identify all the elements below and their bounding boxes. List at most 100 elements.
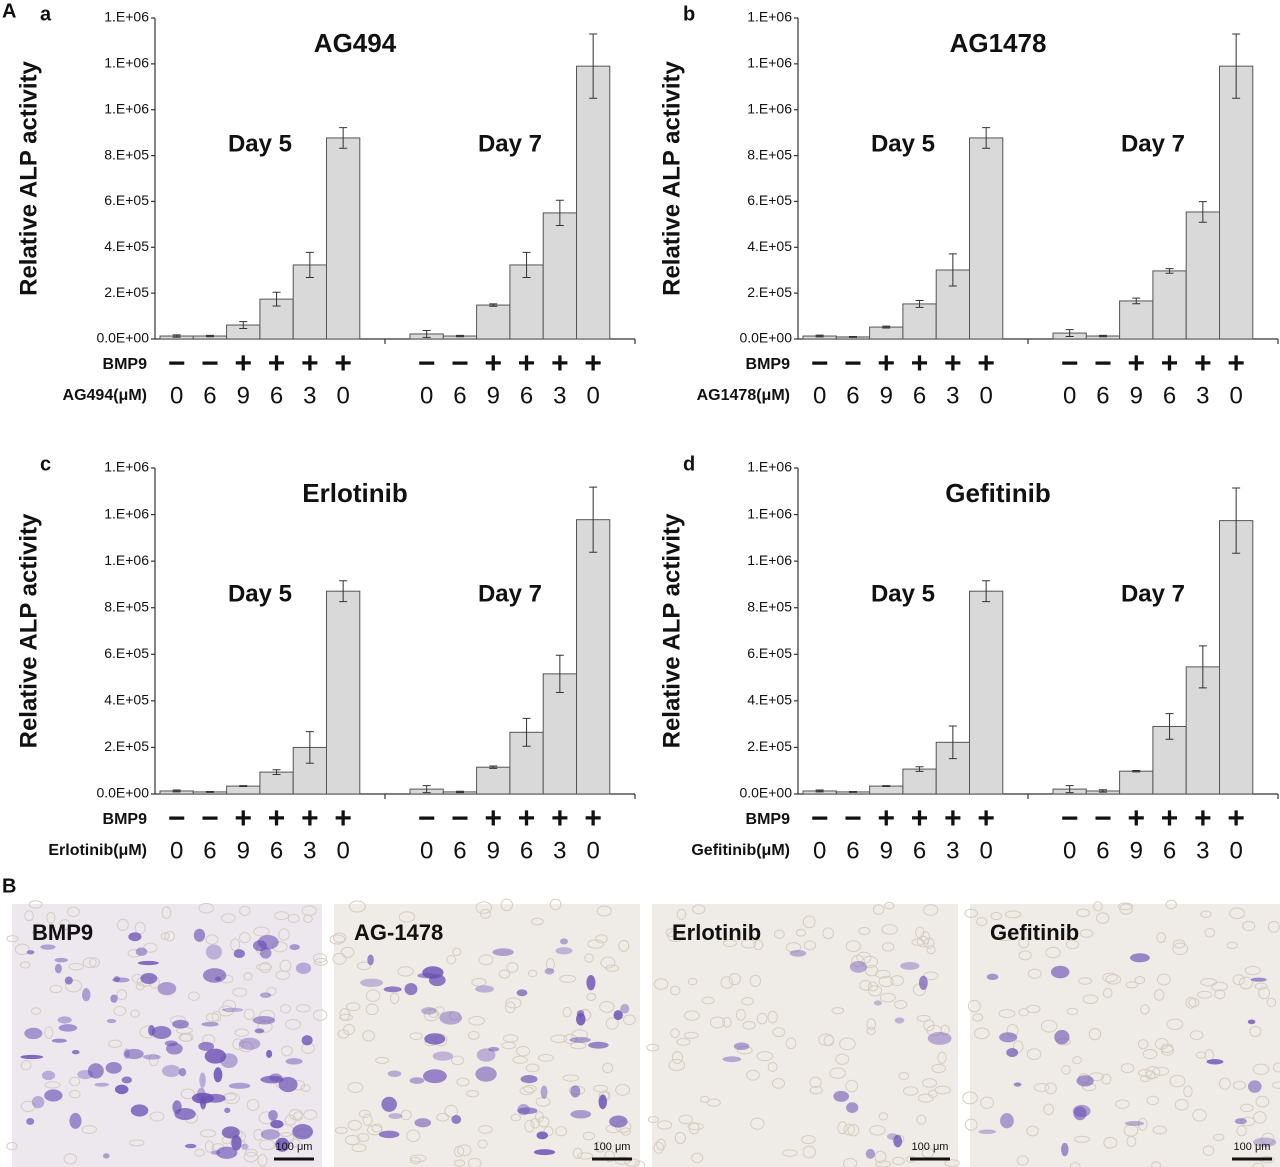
cell (671, 1051, 683, 1065)
cell (230, 938, 241, 952)
panel-letter: b (683, 3, 695, 25)
bmp9-sign: + (977, 802, 995, 835)
bmp9-sign: + (234, 802, 252, 835)
micrograph (334, 904, 640, 1167)
cell (303, 1109, 318, 1120)
cell (129, 1139, 145, 1147)
row-label: AG1478(μM) (697, 387, 790, 404)
cell (879, 992, 896, 1003)
bar (576, 65, 611, 340)
cell (428, 1008, 439, 1019)
x-tick-label: 3 (303, 382, 316, 409)
stained-cell (199, 1072, 206, 1088)
cell (234, 1028, 250, 1037)
bmp9-sign: + (877, 802, 895, 835)
stained-cell (266, 1049, 273, 1058)
cell (572, 1147, 583, 1159)
stained-cell (238, 1037, 261, 1050)
cell (148, 1053, 159, 1067)
cell (199, 1129, 217, 1138)
stained-cell (260, 1129, 280, 1140)
row-label: BMP9 (103, 356, 148, 373)
cell (706, 1098, 721, 1107)
cell (295, 1004, 311, 1013)
cell (1076, 908, 1091, 918)
stained-cell (254, 1028, 265, 1034)
stained-cell (196, 1087, 206, 1103)
cell (543, 1126, 554, 1137)
cell (400, 1109, 412, 1121)
x-tick-label: 6 (520, 382, 533, 409)
bmp9-sign: + (911, 802, 929, 835)
stained-cell (241, 1143, 249, 1150)
cell (571, 1029, 589, 1041)
cell (340, 946, 355, 958)
cell (940, 1024, 950, 1036)
error-bar (489, 303, 498, 307)
cell (926, 1024, 942, 1037)
cell (397, 966, 414, 977)
cell (477, 1139, 488, 1149)
cell (795, 928, 807, 937)
panel-letter: B (2, 875, 16, 897)
cell (1069, 1162, 1081, 1167)
stained-cell (516, 989, 528, 997)
x-tick-label: 0 (170, 837, 183, 864)
scale-bar-label: 100 μm (1234, 1141, 1271, 1153)
cell (735, 1008, 746, 1021)
bmp9-sign: + (301, 347, 319, 380)
error-bar (1065, 329, 1074, 337)
cell (584, 953, 594, 963)
stained-cell (488, 1047, 500, 1052)
cell (687, 977, 698, 986)
cell (972, 1013, 984, 1022)
cell (1018, 1008, 1030, 1017)
error-bar (455, 790, 464, 794)
cell (351, 1143, 367, 1153)
cell (1154, 1037, 1169, 1050)
stained-cell (174, 1108, 196, 1121)
cell (81, 1125, 97, 1134)
x-tick-label: 9 (237, 837, 250, 864)
cell (683, 1031, 699, 1039)
cell (239, 932, 251, 944)
error-bar (815, 334, 824, 338)
cell (389, 992, 400, 1005)
cell (365, 1003, 379, 1016)
stained-cell (289, 944, 300, 951)
cell (587, 939, 605, 949)
cell (337, 1029, 350, 1039)
cell (709, 1016, 726, 1029)
error-bar (1098, 334, 1107, 338)
stained-cell (388, 1113, 403, 1119)
cell (1120, 1063, 1135, 1074)
row-label: BMP9 (746, 356, 791, 373)
stained-cell (221, 1007, 244, 1012)
x-tick-label: 0 (170, 382, 183, 409)
cell (916, 935, 930, 948)
cell (859, 979, 872, 991)
cell (347, 1119, 362, 1131)
stained-cell (216, 1146, 238, 1159)
cell (842, 1157, 858, 1167)
cell (6, 1142, 18, 1151)
y-tick-label: 1.E+06 (104, 55, 149, 71)
cell (1142, 1048, 1158, 1060)
cell (902, 1086, 919, 1096)
stained-cell (833, 1090, 850, 1102)
error-bar (1132, 769, 1141, 773)
cell (1040, 1019, 1058, 1033)
error-bar (239, 321, 248, 329)
bmp9-sign: − (1061, 802, 1079, 835)
cell (436, 1112, 450, 1122)
cell (527, 969, 538, 978)
cell (303, 914, 313, 924)
cell (962, 1091, 978, 1105)
cell (549, 898, 562, 911)
bmp9-sign: − (418, 802, 436, 835)
x-tick-label: 6 (453, 837, 466, 864)
error-bar (882, 325, 891, 329)
cell (161, 906, 172, 919)
cell (525, 1063, 540, 1073)
